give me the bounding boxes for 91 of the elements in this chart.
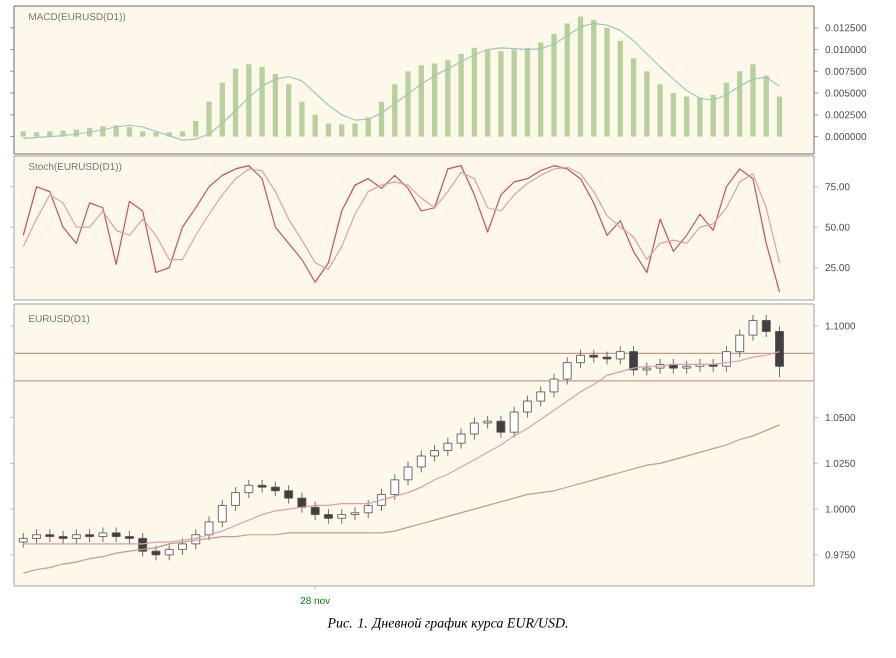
bar <box>312 114 318 137</box>
candlestick <box>284 484 294 504</box>
bar <box>551 33 557 137</box>
bar <box>339 124 345 137</box>
bar <box>617 40 623 137</box>
candlestick <box>523 395 532 418</box>
bar <box>126 127 133 137</box>
candlestick <box>85 528 94 543</box>
candlestick <box>629 345 638 376</box>
bar <box>259 66 265 137</box>
bar <box>352 123 358 137</box>
candlestick <box>775 325 784 378</box>
bar <box>20 131 26 137</box>
candlestick <box>509 406 519 439</box>
candlestick <box>536 386 546 407</box>
candlestick <box>761 314 771 338</box>
bar <box>232 68 239 137</box>
bar <box>604 27 610 137</box>
bar <box>272 73 279 137</box>
candlestick <box>244 479 254 499</box>
bar <box>591 19 597 137</box>
bar <box>564 23 570 137</box>
bar <box>179 131 186 137</box>
candlestick <box>735 329 745 358</box>
bar <box>378 101 385 137</box>
candlestick <box>576 349 585 369</box>
candlestick <box>589 349 599 363</box>
bar <box>325 123 332 137</box>
bar <box>697 97 703 137</box>
bar <box>723 82 730 137</box>
bar <box>471 47 478 137</box>
candlestick <box>403 461 413 486</box>
candlestick <box>615 345 625 365</box>
candlestick <box>602 351 612 365</box>
bar <box>458 53 464 137</box>
bar <box>246 64 252 137</box>
bar <box>737 71 743 137</box>
line-series <box>22 165 781 293</box>
candlestick <box>722 345 731 373</box>
candlestick <box>562 356 572 385</box>
candlestick <box>363 499 373 519</box>
line-series <box>22 166 781 270</box>
bar <box>763 75 769 137</box>
candlestick <box>125 530 134 545</box>
bar <box>405 71 411 137</box>
candlestick <box>257 479 267 494</box>
candlestick <box>682 360 692 374</box>
candlestick <box>98 527 108 543</box>
bar <box>710 94 716 137</box>
bar <box>577 16 584 137</box>
candlestick <box>45 528 55 543</box>
bar <box>524 47 531 137</box>
bar <box>285 84 292 137</box>
candlestick <box>310 501 320 521</box>
bar <box>392 84 398 137</box>
candlestick <box>443 437 453 457</box>
bar <box>445 59 451 137</box>
candlestick <box>549 373 559 398</box>
bar <box>750 64 756 137</box>
candlestick <box>350 506 360 521</box>
bar <box>776 96 783 137</box>
bar <box>140 131 146 137</box>
candlestick <box>204 516 214 541</box>
candlestick <box>151 545 161 561</box>
bar <box>219 82 225 137</box>
bar <box>365 117 371 137</box>
candlestick <box>456 428 466 450</box>
candlestick <box>231 486 240 512</box>
bar <box>538 42 544 137</box>
bar <box>630 58 637 137</box>
candlestick <box>496 415 506 439</box>
bar <box>644 71 650 137</box>
bar <box>431 63 438 137</box>
bar <box>206 101 212 137</box>
bar <box>511 49 517 137</box>
bar <box>657 84 663 137</box>
candlestick <box>469 417 479 440</box>
bar <box>498 51 504 137</box>
candlestick <box>390 473 400 501</box>
bar <box>299 101 305 137</box>
candlestick <box>416 450 426 473</box>
candlestick <box>217 499 227 528</box>
bar <box>683 96 690 137</box>
bar <box>484 49 491 137</box>
bar <box>418 65 424 137</box>
candlestick <box>748 314 758 342</box>
candlestick <box>58 530 68 545</box>
candlestick <box>297 492 307 514</box>
candlestick <box>483 415 493 429</box>
bar <box>193 120 199 137</box>
bar <box>670 93 677 137</box>
